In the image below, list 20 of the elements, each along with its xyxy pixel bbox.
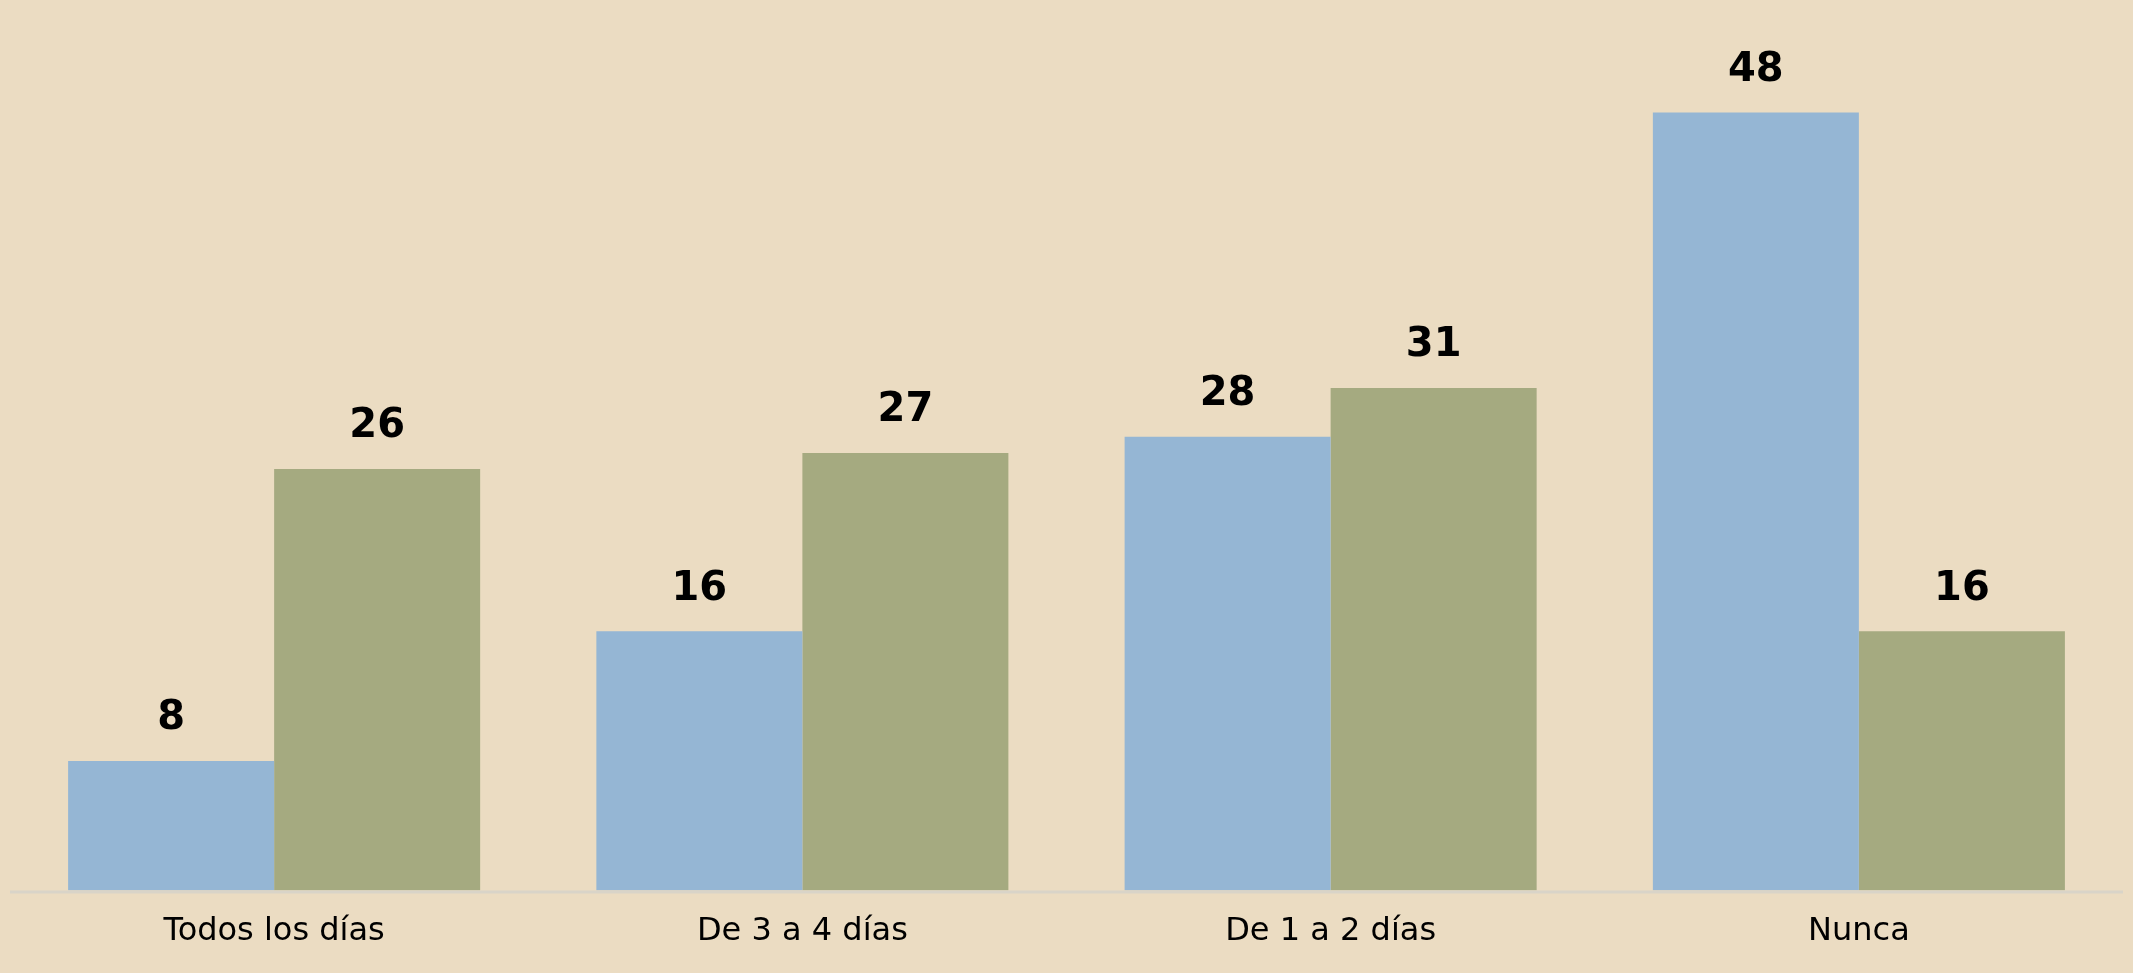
data-label: 48 — [1728, 43, 1784, 90]
bar — [68, 760, 275, 891]
bar — [1858, 631, 2065, 891]
bar — [802, 452, 1009, 891]
data-label: 31 — [1405, 319, 1462, 366]
bar — [596, 631, 803, 891]
x-tick-label: De 3 a 4 días — [696, 910, 908, 949]
data-label: 16 — [1934, 562, 1990, 609]
data-label: 28 — [1199, 368, 1256, 415]
bar — [274, 469, 481, 891]
data-label: 27 — [877, 384, 934, 431]
bar — [1652, 112, 1859, 891]
x-tick-label: De 1 a 2 días — [1225, 910, 1437, 949]
bar — [1124, 436, 1331, 891]
data-label: 16 — [671, 562, 728, 609]
data-label: 26 — [349, 400, 405, 447]
bar — [1330, 388, 1537, 891]
data-label: 8 — [157, 692, 186, 739]
x-tick-label: Nunca — [1808, 910, 1910, 949]
x-tick-label: Todos los días — [162, 910, 385, 949]
